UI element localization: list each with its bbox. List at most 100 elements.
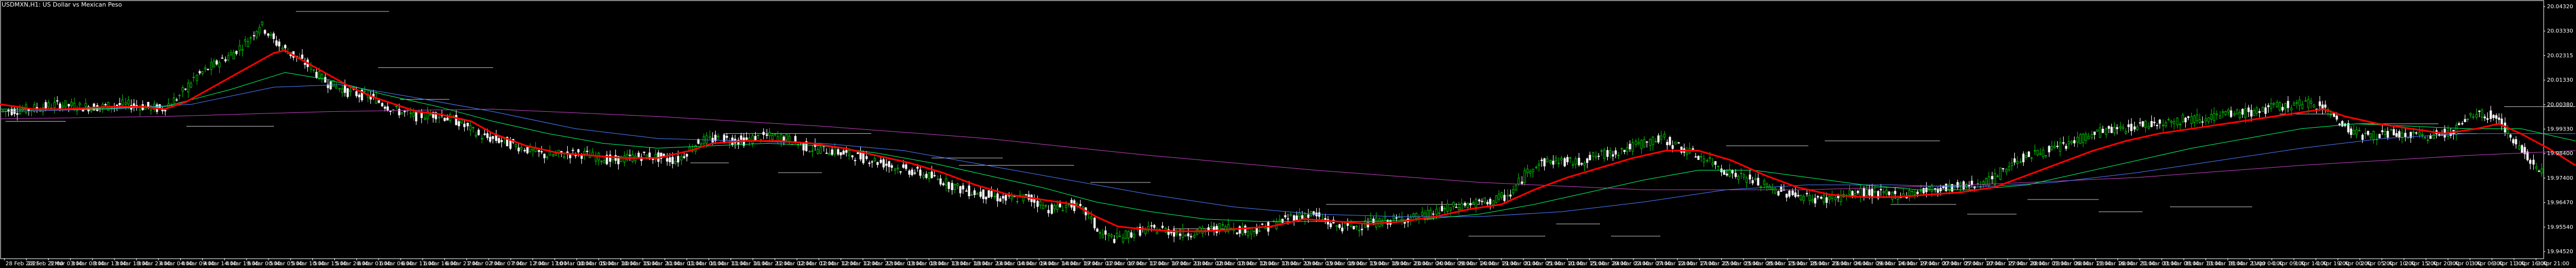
x-tick-label: 2 Apr 00:00	[2339, 261, 2371, 267]
candle-body	[705, 135, 708, 144]
candle-body	[500, 140, 503, 142]
candle-body	[1669, 136, 1671, 145]
candle-body	[301, 54, 304, 59]
candle-body	[2464, 119, 2466, 122]
candle-body	[489, 136, 492, 142]
candle-body	[1307, 214, 1310, 218]
candle-body	[304, 62, 306, 65]
candle-body	[816, 149, 819, 154]
candle-body	[2318, 101, 2321, 106]
candle-body	[201, 71, 204, 74]
x-tick-label: 20 Mar 09:00	[1436, 261, 1473, 267]
candle-body	[1763, 180, 1766, 185]
x-tick-label: 17 Mar 01:00	[1084, 261, 1121, 267]
x-tick-label: 1 Apr 04:00	[2251, 261, 2283, 267]
candle-body	[1745, 178, 1748, 183]
candle-body	[1293, 215, 1295, 221]
candle-body	[466, 123, 469, 127]
candle-body	[2369, 133, 2372, 138]
candle-body	[2010, 162, 2013, 166]
candle-body	[717, 135, 719, 138]
candle-body	[768, 132, 771, 136]
candle-body	[1469, 203, 1472, 206]
candle-body	[1874, 191, 1876, 193]
candle-body	[2210, 113, 2213, 120]
candle-body	[1489, 199, 1492, 204]
candle-body	[415, 111, 418, 122]
candle-body	[432, 112, 435, 118]
candle-body	[1341, 227, 1344, 232]
candle-body	[911, 169, 913, 175]
candle-body	[1723, 169, 1726, 175]
candle-body	[1663, 134, 1666, 138]
candle-body	[620, 156, 622, 162]
candle-body	[1483, 197, 1486, 203]
candle-body	[2247, 107, 2250, 112]
candle-body	[2290, 107, 2293, 111]
candle-body	[1127, 231, 1130, 238]
candle-body	[2250, 110, 2253, 117]
candle-body	[683, 156, 686, 158]
candle-body	[617, 156, 620, 164]
candle-body	[224, 59, 227, 61]
candle-body	[774, 134, 776, 135]
candle-body	[1586, 158, 1589, 163]
candle-body	[2378, 134, 2381, 139]
candle-body	[1298, 212, 1301, 218]
level-lines	[5, 11, 2575, 237]
candle-body	[2221, 111, 2224, 113]
candle-body	[1403, 221, 1406, 224]
x-tick-label: 10 Mar 10:00	[600, 261, 637, 267]
candle-body	[2099, 127, 2101, 138]
candle-body	[238, 45, 241, 51]
x-tick-label: 3 Mar 18:00	[116, 261, 148, 267]
candle-body	[2190, 116, 2193, 124]
candle-body	[939, 178, 942, 185]
candle-body	[654, 153, 657, 159]
candle-body	[515, 144, 517, 147]
candle-body	[933, 175, 936, 176]
candle-body	[2521, 145, 2523, 153]
candle-body	[572, 150, 574, 151]
candle-body	[745, 137, 748, 140]
candle-body	[218, 62, 221, 67]
candle-body	[1982, 181, 1985, 186]
candle-body	[1184, 235, 1187, 237]
candle-body	[324, 77, 327, 83]
candle-body	[1022, 194, 1025, 202]
candle-body	[714, 134, 717, 141]
candle-body	[1116, 232, 1118, 238]
candle-body	[1777, 191, 1780, 196]
candle-body	[1717, 166, 1720, 167]
candle-body	[1535, 167, 1538, 168]
ma-fast-line	[0, 49, 2576, 232]
candle-body	[1771, 187, 1774, 190]
candle-body	[2096, 129, 2099, 132]
x-tick-label: 31 Mar 23:00	[2229, 261, 2266, 267]
candle-body	[1666, 142, 1669, 145]
x-tick-label: 3 Apr 01:00	[2449, 261, 2481, 267]
candle-body	[1500, 192, 1503, 198]
candle-body	[697, 139, 700, 144]
x-tick-label: 10 Mar 05:00	[578, 261, 615, 267]
candle-body	[1612, 154, 1614, 157]
candle-body	[2062, 142, 2065, 144]
candle-body	[1392, 215, 1395, 219]
candle-body	[1578, 157, 1580, 166]
candle-body	[1546, 158, 1549, 163]
candle-body	[33, 104, 36, 112]
candle-body	[1475, 198, 1477, 208]
x-tick-label: 31 Mar 13:00	[2185, 261, 2221, 267]
candle-body	[2110, 127, 2113, 133]
candle-body	[1438, 212, 1441, 214]
y-axis: 20.04320 20.03330 20.02315 20.01330 20.00380…	[2544, 4, 2573, 255]
x-tick-label: 3 Apr 21:00	[2537, 261, 2569, 267]
candle-body	[1452, 202, 1455, 207]
candle-body	[669, 157, 671, 162]
candle-body	[1355, 225, 1358, 227]
x-tick-label: 21 Mar 20:00	[1591, 261, 1627, 267]
candle-body	[230, 52, 232, 55]
candle-body	[1179, 233, 1181, 236]
x-tick-label: 18 Mar 17:00	[1260, 261, 1297, 267]
